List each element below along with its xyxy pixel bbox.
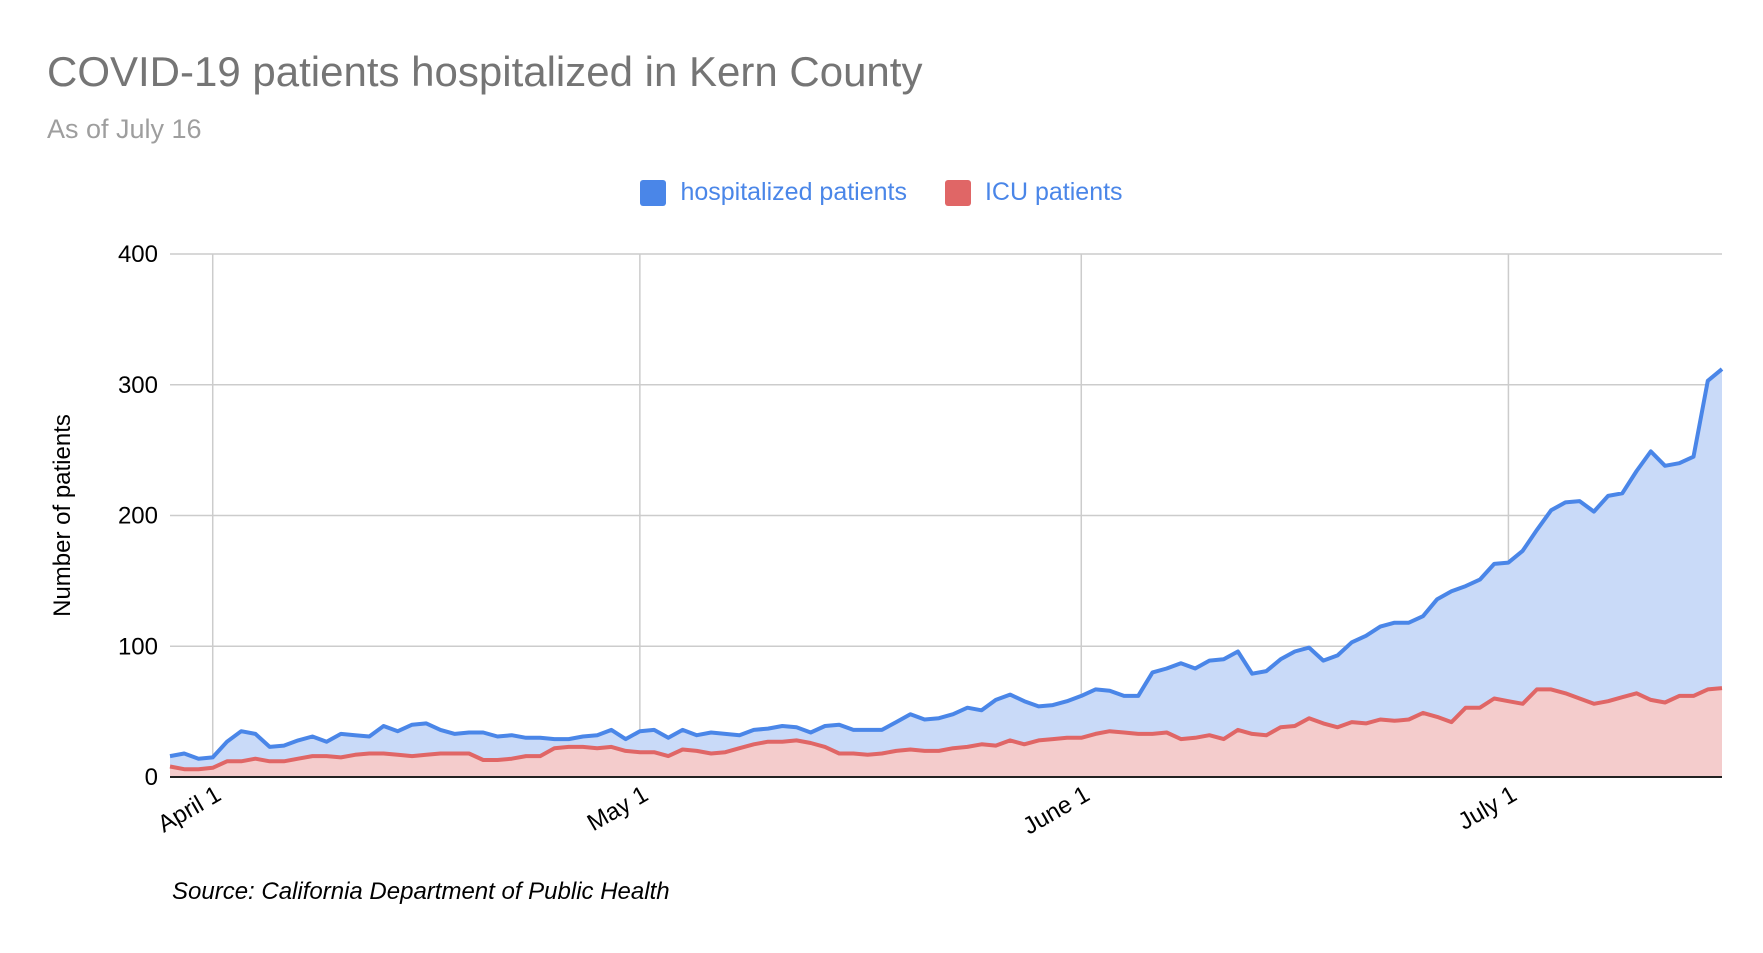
y-tick-label: 100: [118, 633, 158, 660]
area-hospitalized: [170, 369, 1722, 777]
line-icu: [169, 686, 1723, 772]
series-areas: [170, 369, 1722, 777]
grid-lines: [170, 253, 1722, 777]
x-tick-label: April 1: [153, 781, 225, 838]
chart-title: COVID-19 patients hospitalized in Kern C…: [47, 48, 923, 95]
line-hospitalized: [169, 367, 1724, 761]
legend-swatch-hospitalized: [640, 179, 667, 206]
y-tick-label: 0: [145, 764, 158, 791]
legend-item-hospitalized[interactable]: hospitalized patients: [640, 178, 907, 207]
series-lines: [169, 367, 1724, 772]
x-tick-label: June 1: [1018, 781, 1094, 840]
chart-legend: hospitalized patients ICU patients: [0, 178, 1763, 207]
legend-label-hospitalized: hospitalized patients: [680, 178, 907, 206]
x-tick-label: May 1: [583, 781, 653, 837]
legend-item-icu[interactable]: ICU patients: [944, 178, 1123, 207]
x-tick-label: July 1: [1454, 781, 1522, 836]
legend-swatch-icu: [944, 179, 971, 206]
source-note: Source: California Department of Public …: [172, 878, 670, 905]
y-tick-label: 400: [118, 241, 158, 268]
area-icu: [170, 688, 1722, 777]
y-tick-label: 200: [118, 503, 158, 530]
y-axis-label: Number of patients: [49, 414, 76, 617]
legend-label-icu: ICU patients: [984, 178, 1123, 206]
y-tick-label: 300: [118, 372, 158, 399]
chart-subtitle: As of July 16: [47, 114, 202, 144]
